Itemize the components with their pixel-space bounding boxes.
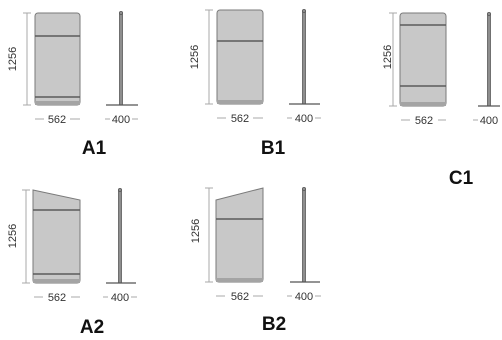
model-label-b2: B2 (262, 314, 286, 335)
panel-body-a2 (32, 189, 81, 284)
model-label-a2: A2 (80, 317, 104, 338)
height-dimension-b2: 1256 (190, 187, 213, 283)
side-post-b1 (302, 10, 306, 105)
depth-dimension-a2: 400 (103, 292, 137, 304)
width-dimension-a2: 562 (34, 292, 80, 304)
height-dimension-a1: 1256 (7, 12, 31, 106)
panel-foot-c1 (400, 102, 446, 106)
model-label-a1: A1 (82, 138, 107, 159)
side-post-b2 (302, 188, 306, 283)
side-view-a1 (106, 10, 138, 106)
height-dimension-a2: 1256 (7, 189, 30, 284)
front-view-b2 (215, 187, 264, 283)
depth-dimension-b1: 400 (287, 113, 321, 125)
model-label-b1: B1 (261, 138, 286, 159)
panel-body-b2 (215, 187, 264, 283)
depth-dimension-c1: 400 (473, 115, 498, 127)
panel-foot-a1 (35, 101, 80, 105)
depth-label-a1: 400 (112, 114, 130, 126)
depth-label-a2: 400 (111, 292, 129, 304)
panel-foot-a2 (33, 279, 80, 283)
front-view-a1 (34, 12, 81, 106)
panel-body-b1 (216, 9, 264, 105)
depth-label-b1: 400 (295, 113, 313, 125)
front-view-c1 (399, 12, 447, 107)
side-view-b2 (290, 186, 320, 283)
width-label-a1: 562 (48, 114, 66, 126)
depth-label-b2: 400 (295, 291, 313, 303)
width-dimension-c1: 562 (401, 115, 446, 127)
panel-body-c1 (399, 12, 447, 107)
side-view-a2 (106, 187, 136, 284)
height-dimension-c1: 1256 (382, 12, 397, 107)
side-view-b1 (289, 8, 320, 105)
panel-foot-b2 (216, 278, 263, 282)
width-dimension-b2: 562 (216, 291, 263, 303)
variant-a2: 1256 562 400 A2 (7, 187, 137, 338)
height-label-c1: 1256 (382, 45, 394, 69)
width-label-b2: 562 (231, 291, 249, 303)
variant-b2: 1256 562 400 B2 (190, 186, 321, 335)
width-dimension-b1: 562 (217, 113, 263, 125)
width-label-c1: 562 (415, 115, 433, 127)
width-dimension-a1: 562 (35, 114, 80, 126)
width-label-a2: 562 (48, 292, 66, 304)
variant-b1: 1256 562 400 B1 (189, 8, 321, 159)
height-label-b2: 1256 (190, 219, 202, 243)
width-label-b1: 562 (231, 113, 249, 125)
height-label-b1: 1256 (189, 45, 201, 69)
height-dimension-b1: 1256 (189, 9, 213, 105)
model-label-c1: C1 (449, 168, 474, 189)
front-view-a2 (32, 189, 81, 284)
depth-label-c1: 400 (480, 115, 498, 127)
panel-body-a1 (34, 12, 81, 106)
side-post-a1 (119, 12, 123, 106)
panel-foot-b1 (217, 100, 263, 104)
variant-c1: 1256 562 400 C1 (382, 11, 500, 189)
depth-dimension-a1: 400 (105, 114, 138, 126)
side-view-c1 (478, 11, 500, 107)
depth-dimension-b2: 400 (287, 291, 321, 303)
height-label-a1: 1256 (7, 47, 19, 71)
side-post-a2 (118, 189, 122, 284)
side-post-c1 (487, 13, 491, 107)
variant-a1: 1256 562 400 A1 (7, 10, 138, 159)
front-view-b1 (216, 9, 264, 105)
height-label-a2: 1256 (7, 224, 19, 248)
